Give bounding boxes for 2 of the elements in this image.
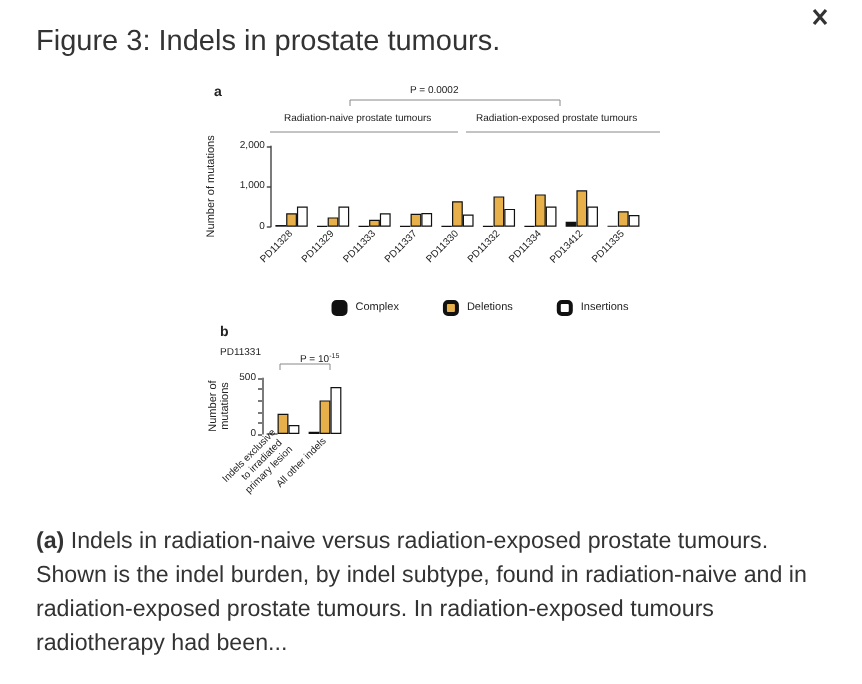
text: (a) Indels in radiation-naive versus radiation-exposed prostate tumours. Shown is the indel burden, by indel subtype, found in radiation-naive and in radiation-exposed prostate tumours. In radiation-exposed tumours radiotherapy had been... [36,526,809,660]
chart-title: Figure 3: Indels in prostate tumours. [36,26,501,58]
